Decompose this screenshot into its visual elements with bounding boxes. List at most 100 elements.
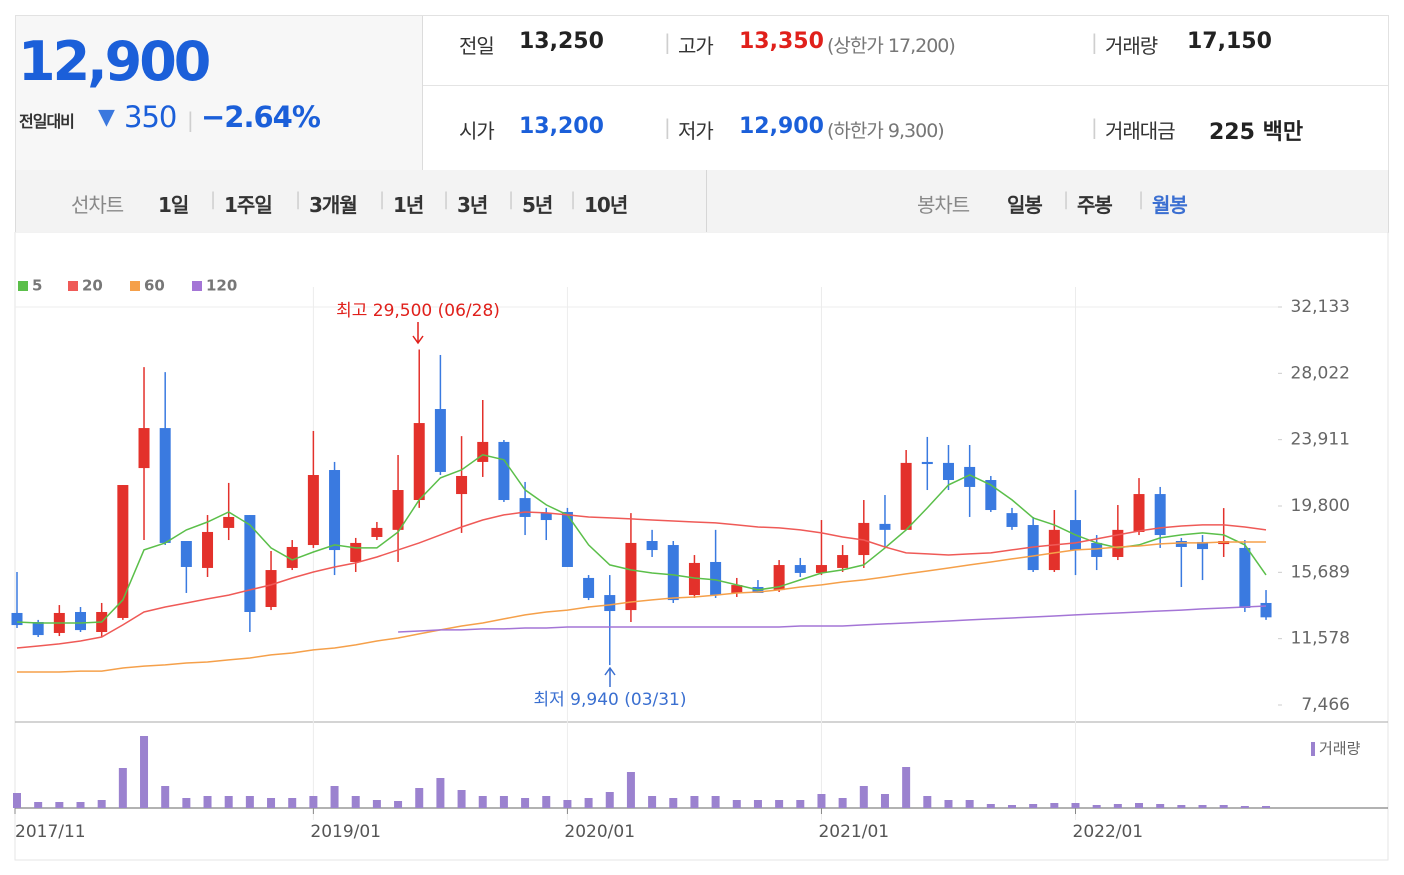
- candle-body: [688, 562, 700, 596]
- tab-separator: |: [443, 189, 450, 210]
- volume-bar: [753, 800, 762, 808]
- summary-note: (하한가 9,300): [827, 120, 945, 142]
- legend-swatch: [68, 281, 78, 291]
- separator: |: [664, 30, 671, 54]
- period-tab[interactable]: 3개월: [309, 193, 358, 217]
- volume-bar: [118, 768, 127, 808]
- volume-bar: [521, 798, 530, 808]
- volume-bar: [1177, 805, 1186, 808]
- candle-body: [1006, 513, 1018, 527]
- candle-body: [117, 485, 129, 618]
- x-tick-label: 2022/01: [1073, 822, 1144, 842]
- period-tab[interactable]: 5년: [522, 193, 553, 217]
- period-tab[interactable]: 3년: [457, 193, 488, 217]
- candle-body: [498, 441, 510, 501]
- period-tab[interactable]: 일봉: [1007, 193, 1043, 217]
- volume-bar: [478, 796, 487, 808]
- volume-bar: [1050, 803, 1059, 808]
- volume-bar: [690, 796, 699, 808]
- legend-label: 120: [206, 277, 237, 295]
- period-tab[interactable]: 1년: [393, 193, 424, 217]
- candle-body: [159, 428, 171, 543]
- tab-separator: |: [1138, 189, 1145, 210]
- candle-body: [307, 475, 319, 546]
- volume-bar: [224, 796, 233, 808]
- x-tick-label: 2020/01: [564, 822, 635, 842]
- candle-body: [519, 498, 531, 517]
- tab-separator: |: [1063, 189, 1070, 210]
- candle-body: [921, 461, 933, 465]
- y-tick-label: 19,800: [1291, 496, 1350, 516]
- candle-body: [773, 565, 785, 591]
- candle-body: [456, 475, 468, 495]
- x-tick-label: 2019/01: [310, 822, 381, 842]
- legend-label: 20: [82, 277, 103, 295]
- moving-average-line: [17, 541, 1266, 673]
- candle-body: [329, 470, 341, 551]
- chart-type-tab[interactable]: 선차트: [71, 193, 124, 217]
- candle-body: [1112, 529, 1124, 557]
- candle-body: [286, 546, 298, 568]
- volume-bar: [838, 798, 847, 808]
- period-tab[interactable]: 10년: [584, 193, 628, 217]
- period-tab[interactable]: 월봉: [1152, 193, 1188, 217]
- high-annotation: 최고 29,500 (06/28): [336, 301, 500, 321]
- volume-bar: [817, 794, 826, 808]
- volume-bar: [775, 800, 784, 808]
- tab-separator: |: [295, 189, 302, 210]
- candle-body: [371, 527, 383, 537]
- candle-body: [244, 515, 256, 612]
- volume-bar: [394, 801, 403, 808]
- candle-body: [392, 490, 404, 530]
- y-tick-label: 7,466: [1301, 695, 1350, 715]
- volume-bar: [351, 796, 360, 808]
- volume-bar: [55, 802, 64, 808]
- summary-value: 13,350: [739, 29, 824, 54]
- period-tab[interactable]: 1주일: [224, 193, 273, 217]
- volume-bar: [1113, 804, 1122, 808]
- volume-bar: [1135, 803, 1144, 808]
- volume-bar: [1240, 806, 1249, 808]
- volume-bar: [626, 772, 635, 808]
- candle-body: [202, 531, 214, 568]
- volume-bar: [542, 796, 551, 808]
- change-label: 전일대비: [19, 112, 75, 131]
- summary-value: 13,200: [519, 114, 604, 139]
- candle-body: [32, 622, 44, 636]
- moving-average-line: [398, 605, 1267, 633]
- candle-body: [900, 462, 912, 530]
- summary-value: 13,250: [519, 29, 604, 54]
- volume-bar: [1092, 805, 1101, 808]
- legend-label: 5: [32, 277, 42, 295]
- candle-body: [180, 541, 192, 567]
- period-tab[interactable]: 주봉: [1077, 193, 1113, 217]
- volume-bar: [97, 800, 106, 808]
- tab-separator: |: [379, 189, 386, 210]
- candle-body: [815, 565, 827, 573]
- volume-bar: [1262, 806, 1271, 808]
- candle-body: [985, 480, 997, 511]
- candle-body: [794, 565, 806, 573]
- volume-bar: [711, 796, 720, 808]
- candle-body: [223, 516, 235, 528]
- change-amount: 350: [124, 100, 177, 134]
- moving-average-line: [16, 453, 1267, 624]
- change-percent: −2.64%: [201, 100, 321, 134]
- down-arrow-icon: ▼: [98, 105, 115, 130]
- summary-label: 전일: [459, 34, 495, 58]
- y-tick-label: 32,133: [1291, 297, 1350, 317]
- candle-body: [477, 441, 489, 462]
- candle-body: [583, 577, 595, 598]
- tab-divider: [706, 170, 707, 232]
- y-tick-label: 28,022: [1291, 363, 1350, 383]
- volume-bar: [859, 786, 868, 808]
- volume-bar: [203, 796, 212, 808]
- volume-bar: [965, 800, 974, 808]
- period-tab[interactable]: 1일: [158, 193, 189, 217]
- candle-body: [964, 466, 976, 487]
- volume-bar: [1156, 804, 1165, 808]
- volume-bar: [161, 786, 170, 808]
- volume-bar: [1029, 804, 1038, 808]
- volume-bar: [944, 800, 953, 808]
- chart-type-tab[interactable]: 봉차트: [917, 193, 970, 217]
